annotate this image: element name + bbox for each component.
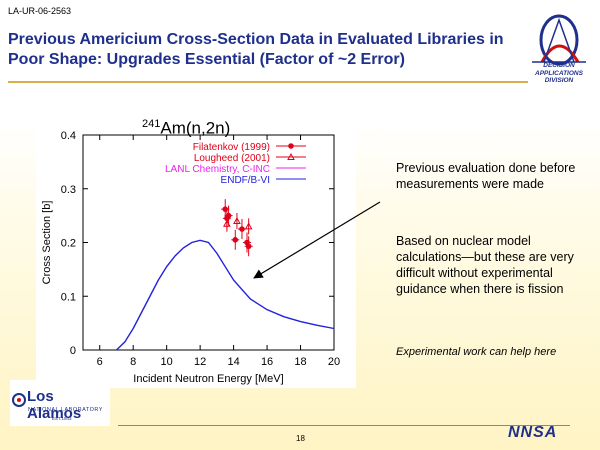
x-tick-label: 14 (227, 356, 239, 368)
filatenkov-point (245, 243, 252, 250)
text-experimental-note: Experimental work can help here (396, 346, 557, 358)
division-name: DECISION APPLICATIONS DIVISION (522, 62, 596, 85)
lab-established: EST.1943 (52, 416, 72, 421)
legend-marker-lougheed (287, 152, 295, 160)
chart-title-text: Am(n,2n) (160, 118, 231, 138)
legend-label-lougheed: Lougheed (2001) (194, 153, 270, 164)
y-tick-label: 0.1 (61, 291, 76, 303)
slide-title-line1: Previous Americium Cross-Section Data in… (8, 31, 504, 48)
lab-name: Los Alamos (27, 388, 82, 422)
chart-title-mass: 241 (142, 118, 161, 130)
x-axis-label: Incident Neutron Energy [MeV] (133, 373, 283, 385)
lougheed-point (223, 219, 231, 227)
slide-title: Previous Americium Cross-Section Data in… (8, 30, 528, 70)
y-tick-label: 0.4 (61, 130, 76, 142)
x-tick-label: 10 (161, 356, 173, 368)
lab-subtitle: NATIONAL LABORATORY (28, 407, 103, 413)
x-tick-label: 16 (261, 356, 273, 368)
filatenkov-point (232, 237, 239, 243)
lougheed-point (233, 216, 241, 224)
legend-label-endf: ENDF/B-VI (221, 175, 270, 186)
text-nuclear-model: Based on nuclear model calculations—but … (396, 234, 574, 296)
slide-title-line2: Poor Shape: Upgrades Essential (Factor o… (8, 51, 405, 68)
division-line3: DIVISION (544, 77, 574, 84)
filatenkov-point (239, 226, 245, 232)
y-tick-label: 0.2 (61, 238, 76, 250)
x-tick-label: 8 (130, 356, 136, 368)
x-tick-label: 6 (97, 356, 103, 368)
nnsa-wordmark: NNSA (508, 424, 558, 441)
los-alamos-logo: Los Alamos NATIONAL LABORATORY EST.1943 (10, 380, 110, 426)
los-alamos-mark-icon (12, 393, 26, 407)
x-tick-label: 18 (294, 356, 306, 368)
footer-divider (118, 425, 570, 426)
y-axis-label: Cross Section [b] (41, 201, 53, 285)
page-number: 18 (296, 434, 305, 443)
legend-label-filatenkov: Filatenkov (1999) (193, 142, 270, 153)
decision-applications-logo-icon (532, 14, 586, 66)
division-line1: DECISION (543, 62, 575, 69)
endf-curve (115, 239, 335, 351)
y-tick-label: 0.3 (61, 184, 76, 196)
chart-title: 241Am(n,2n) (142, 118, 230, 139)
text-previous-evaluation: Previous evaluation done before measurem… (396, 161, 576, 191)
title-divider (8, 81, 528, 83)
document-id: LA-UR-06-2563 (8, 6, 72, 16)
legend-label-lanl: LANL Chemistry, C-INC (165, 164, 270, 175)
x-tick-label: 12 (194, 356, 206, 368)
division-line2: APPLICATIONS (535, 69, 583, 77)
nnsa-logo: NNSA (508, 424, 574, 444)
lougheed-point (244, 222, 253, 230)
y-tick-label: 0 (70, 345, 76, 357)
chart-panel: 6 8 10 12 14 16 18 20 0 0.1 0.2 0.3 0.4 Incident Neut… (36, 126, 356, 388)
x-tick-label: 20 (328, 356, 340, 368)
cross-section-chart: 6 8 10 12 14 16 18 20 0 0.1 0.2 0.3 0.4 Incident Neut… (41, 130, 340, 385)
legend-marker-filatenkov (288, 143, 294, 149)
